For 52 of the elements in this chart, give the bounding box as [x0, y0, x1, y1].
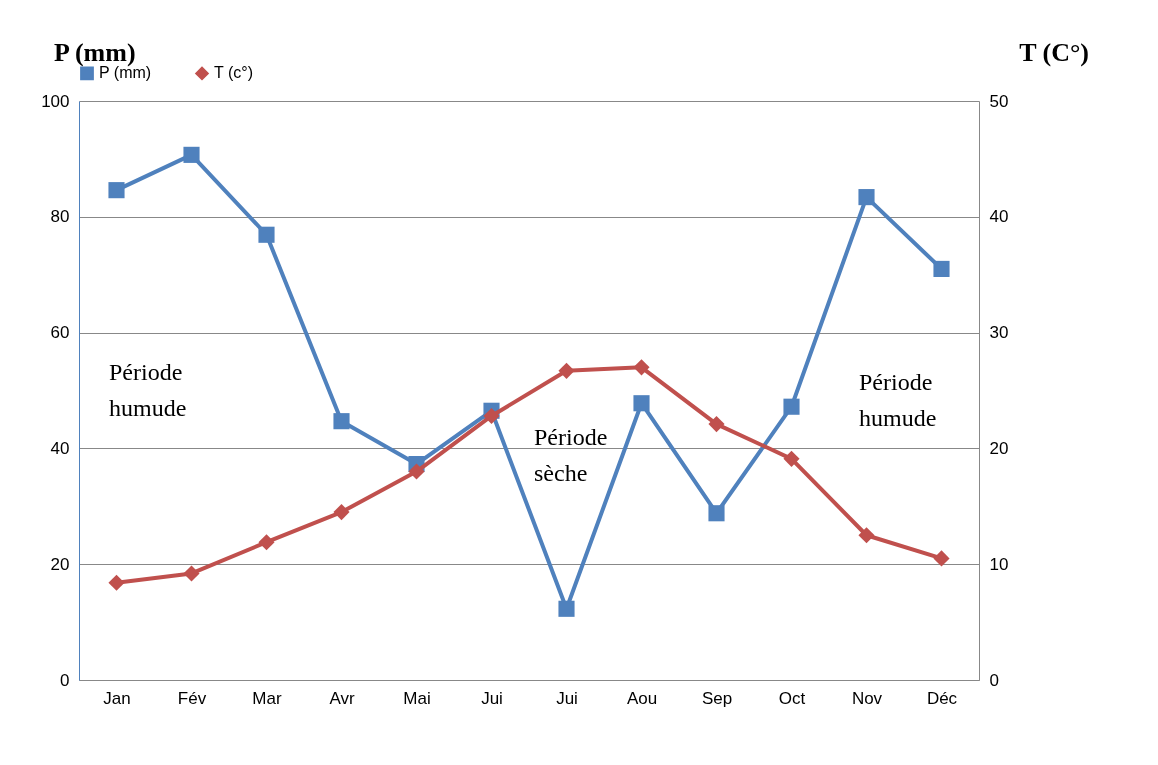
y-tick-label: 80: [50, 207, 70, 227]
x-tick-label: Avr: [329, 688, 355, 708]
y2-tick-label: 10: [989, 554, 1009, 574]
point: [633, 395, 650, 412]
y2-axis-title: T (C°): [1019, 38, 1089, 67]
point: [558, 600, 575, 617]
x-tick-label: Jan: [103, 688, 131, 708]
point: [933, 260, 950, 277]
point: [408, 463, 425, 480]
annotation: Période humude: [859, 369, 937, 431]
y2-tick-label: 40: [989, 207, 1009, 227]
point: [333, 413, 350, 430]
point: [483, 407, 500, 425]
annotation: Période humude: [109, 359, 187, 421]
x-tick-label: Sep: [701, 688, 733, 708]
x-tick-label: Déc: [926, 688, 958, 708]
point: [933, 550, 950, 567]
x-tick-label: Mai: [403, 688, 431, 708]
y-axis-title: P (mm): [54, 38, 136, 67]
y-tick-label: 100: [41, 91, 70, 111]
y2-tick-label: 20: [989, 438, 1009, 458]
y-tick-label: 20: [50, 554, 70, 574]
point: [258, 534, 275, 551]
point: [183, 146, 200, 163]
point: [708, 505, 725, 522]
x-tick-label: Aou: [626, 688, 658, 708]
point: [333, 504, 350, 521]
y-tick-label: 0: [60, 670, 70, 690]
annotation: Période sèche: [534, 424, 608, 486]
point: [183, 565, 200, 582]
legend-label: T (c°): [214, 64, 253, 82]
x-tick-label: Jui: [556, 688, 578, 708]
y2-tick-label: 0: [989, 670, 999, 690]
y-tick-label: 40: [50, 438, 70, 458]
point: [858, 189, 875, 206]
point: [783, 450, 800, 467]
x-tick-label: Fév: [177, 688, 207, 708]
point: [258, 226, 275, 243]
point: [783, 398, 800, 415]
point: [708, 416, 725, 433]
x-tick-label: Nov: [851, 688, 883, 708]
x-tick-label: Mar: [252, 688, 282, 708]
y-tick-label: 60: [50, 323, 70, 343]
y2-tick-label: 50: [989, 91, 1009, 111]
point: [858, 527, 875, 544]
point: [558, 362, 575, 379]
point: [633, 359, 650, 376]
y2-tick-label: 30: [989, 323, 1009, 343]
point: [108, 574, 125, 591]
x-tick-label: Jui: [481, 688, 503, 708]
point: [108, 182, 125, 199]
x-tick-label: Oct: [778, 688, 806, 708]
